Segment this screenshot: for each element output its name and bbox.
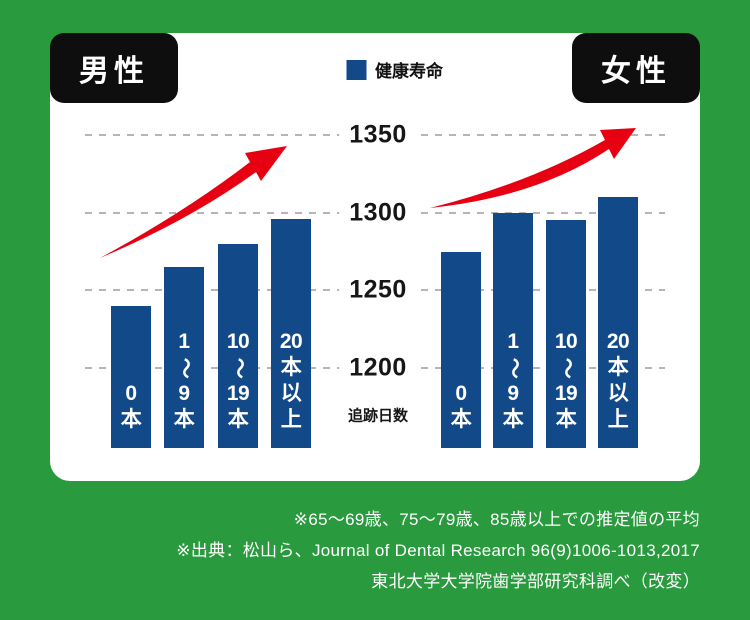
bar-label-char: 19 <box>554 381 578 405</box>
bar-category-label: 20 本以上 <box>598 330 638 432</box>
y-tick-label: 1200 <box>339 353 417 383</box>
bar-category-label: 10 〜 19 本 <box>546 330 586 432</box>
bar-label-char: 上 <box>280 407 302 431</box>
bar-label-char: 0 <box>455 382 467 405</box>
bar-男性-10〜19本: 10 〜 19 本 <box>218 243 258 448</box>
y-tick-label: 1250 <box>339 275 417 305</box>
footnote-line: ※出典：松山ら、Journal of Dental Research 96(9)… <box>176 541 700 560</box>
footnote-line: 東北大学大学院歯学部研究科調べ（改変） <box>371 572 700 591</box>
bar-category-label: 1 〜 9 本 <box>164 330 204 432</box>
bar-label-char: 9 <box>507 381 519 405</box>
bar-label-char: 〜 <box>555 357 578 379</box>
bar-label-char: 本 <box>607 355 629 379</box>
bar-label-char: 10 <box>226 329 250 353</box>
bar-男性-20本以上: 20 本以上 <box>271 218 311 448</box>
female-tag-label: 女性 <box>601 55 671 88</box>
bar-label-char: 以 <box>280 381 302 405</box>
bar-label-char: 本 <box>173 407 195 431</box>
chart-card: 健康寿命 1350 1300 1250 1200 0 本 1 〜 9 本 10 〜 19 本 20 本以上 0 本… <box>50 33 700 481</box>
female-tag: 女性 <box>572 33 700 103</box>
bar-女性-20本以上: 20 本以上 <box>598 197 638 448</box>
trend-arrow-male-icon <box>100 146 287 258</box>
bar-label-char: 本 <box>502 407 524 431</box>
bar-category-label: 10 〜 19 本 <box>218 330 258 432</box>
male-tag-label: 男性 <box>79 55 149 88</box>
legend: 健康寿命 <box>346 57 443 82</box>
bar-label-char: 〜 <box>502 357 525 379</box>
y-axis-unit-label: 追跡日数 <box>341 404 415 426</box>
male-tag: 男性 <box>50 33 178 103</box>
trend-arrow-female-icon <box>430 128 636 208</box>
legend-label: 健康寿命 <box>375 62 443 81</box>
bar-label-char: 20 <box>279 329 303 353</box>
bar-男性-1〜9本: 1 〜 9 本 <box>164 267 204 448</box>
footnote-line: ※65〜69歳、75〜79歳、85歳以上での推定値の平均 <box>293 510 700 529</box>
y-tick-label: 1350 <box>339 120 417 150</box>
bar-label-char: 10 <box>554 329 578 353</box>
bar-label-char: 本 <box>555 407 577 431</box>
bar-女性-10〜19本: 10 〜 19 本 <box>546 220 586 448</box>
bar-label-char: 上 <box>607 407 629 431</box>
bar-label-char: 本 <box>280 355 302 379</box>
bar-label-char: 19 <box>226 381 250 405</box>
bar-label-char: 1 <box>507 329 519 353</box>
bar-label-char: 本 <box>227 407 249 431</box>
bar-label-char: 以 <box>607 381 629 405</box>
y-tick-label: 1300 <box>339 198 417 228</box>
bar-label-char: 〜 <box>173 357 196 379</box>
bar-女性-1〜9本: 1 〜 9 本 <box>493 212 533 448</box>
legend-color-swatch-icon <box>346 59 366 80</box>
bar-label-char: 1 <box>178 329 190 353</box>
bar-label-char: 9 <box>178 381 190 405</box>
bar-category-label: 20 本以上 <box>271 330 311 432</box>
bar-label-char: 0 <box>125 381 137 405</box>
bar-label-char: 〜 <box>227 357 250 379</box>
bar-category-label: 1 〜 9 本 <box>493 330 533 432</box>
bar-label-char: 20 <box>606 329 630 353</box>
bar-label-char: 本 <box>450 408 472 431</box>
footnotes: ※65〜69歳、75〜79歳、85歳以上での推定値の平均 ※出典：松山ら、Jou… <box>176 504 700 597</box>
bar-label-char: 本 <box>120 407 142 431</box>
